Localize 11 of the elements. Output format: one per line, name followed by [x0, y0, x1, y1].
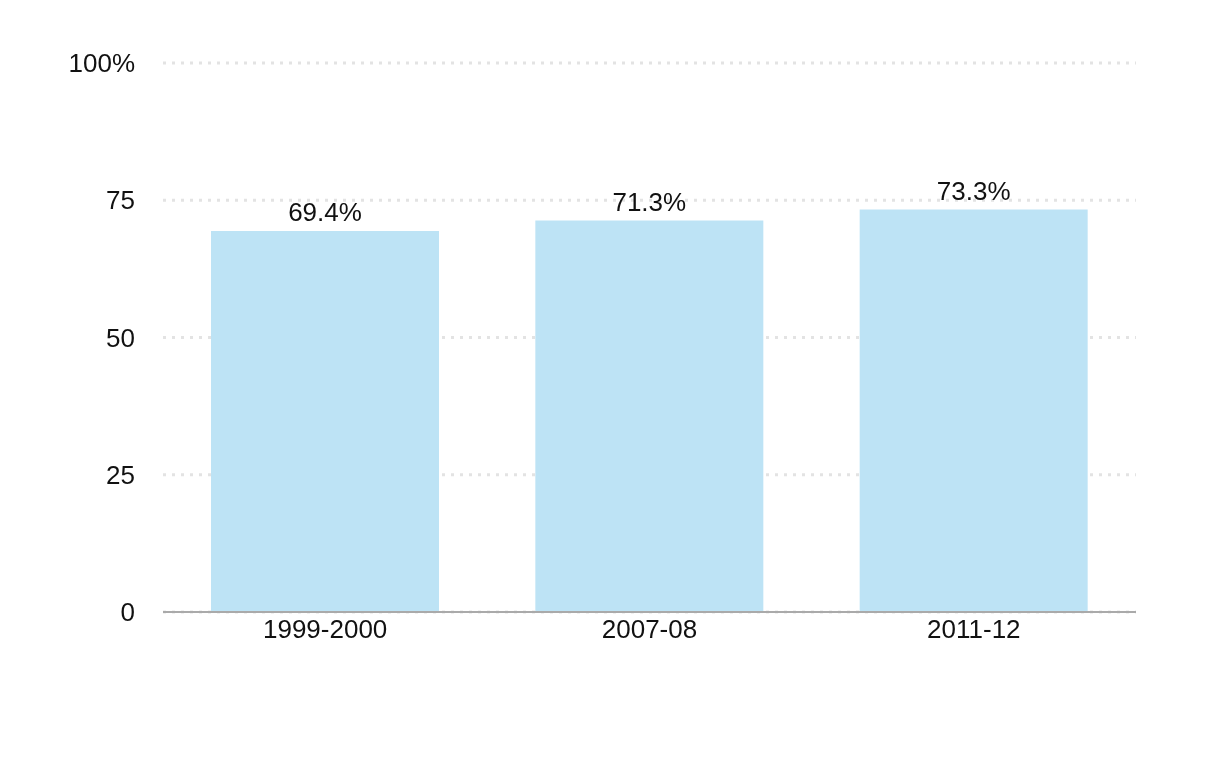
data-label: 71.3% [612, 186, 687, 217]
y-tick-label: 75 [106, 185, 135, 216]
y-tick-label: 0 [120, 597, 135, 628]
y-tick-label: 50 [106, 322, 135, 353]
x-tick-label: 2011-12 [927, 614, 1021, 645]
x-tick-label: 1999-2000 [262, 614, 388, 645]
data-label: 73.3% [936, 175, 1011, 206]
data-label: 69.4% [288, 196, 362, 227]
y-tick-label: 25 [106, 459, 135, 490]
x-tick-label: 2007-08 [601, 614, 698, 645]
y-tick-label: 100% [68, 48, 135, 79]
